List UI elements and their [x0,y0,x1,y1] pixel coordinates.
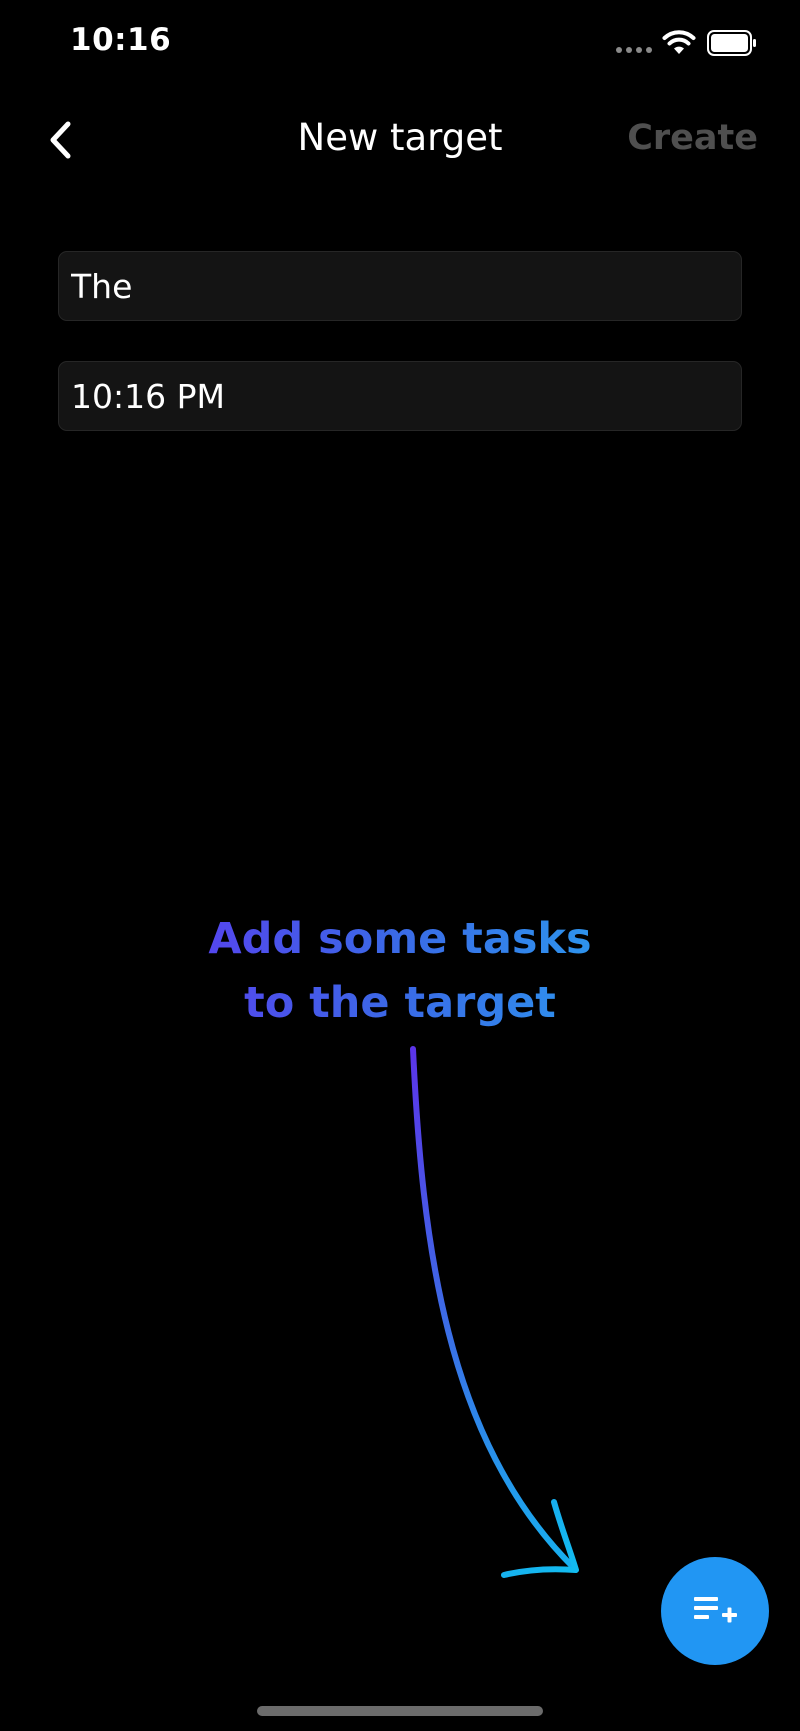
chevron-left-icon [50,121,71,159]
status-bar: 10:16 [0,0,800,90]
target-name-input[interactable] [58,251,742,321]
wifi-icon [662,30,696,54]
page-title: New target [297,116,503,159]
home-indicator [257,1706,543,1716]
status-time: 10:16 [70,22,172,58]
back-button[interactable] [30,110,90,170]
cellular-signal-icon [616,47,654,53]
add-task-button[interactable] [661,1557,769,1665]
playlist-add-icon [694,1597,737,1623]
hint-line-2: to the target [244,978,556,1028]
create-button[interactable]: Create [627,118,758,158]
nav-bar: New target Create [0,100,800,180]
battery-icon [707,30,756,56]
add-tasks-hint: Add some tasks to the target [150,907,650,1035]
target-time-field[interactable]: 10:16 PM [58,361,742,431]
hint-line-1: Add some tasks [208,914,592,964]
